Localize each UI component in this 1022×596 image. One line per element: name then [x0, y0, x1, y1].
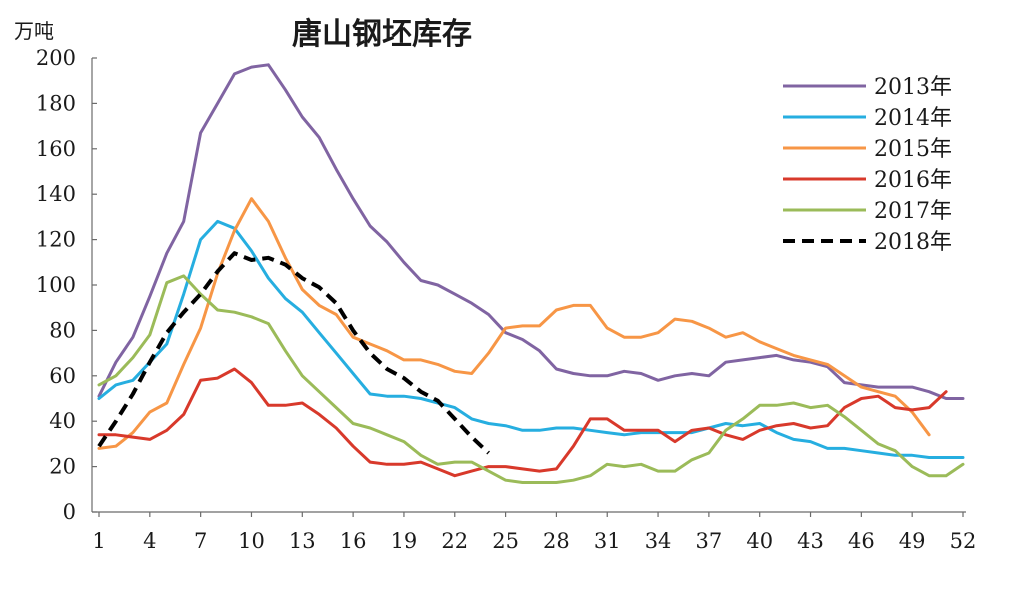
y-tick-label: 160 — [36, 137, 76, 161]
y-tick-label: 200 — [36, 46, 76, 70]
x-tick-label: 37 — [696, 529, 723, 553]
legend-label: 2013年 — [874, 75, 952, 100]
x-tick-label: 52 — [950, 529, 977, 553]
y-tick-label: 20 — [49, 455, 76, 479]
y-tick-label: 100 — [36, 273, 76, 297]
x-tick-label: 16 — [340, 529, 367, 553]
x-tick-label: 43 — [797, 529, 824, 553]
y-axis-unit-label: 万吨 — [14, 19, 54, 43]
y-tick-label: 40 — [49, 409, 76, 433]
x-tick-label: 34 — [645, 529, 672, 553]
y-tick-label: 140 — [36, 182, 76, 206]
series-line-2017年 — [97, 274, 965, 484]
series-line-2015年 — [97, 197, 931, 450]
series-line-2018年 — [97, 251, 490, 455]
y-tick-label: 0 — [63, 500, 76, 524]
x-tick-label: 40 — [746, 529, 773, 553]
x-tick-label: 28 — [543, 529, 570, 553]
x-tick-label: 7 — [194, 529, 207, 553]
y-tick-label: 180 — [36, 91, 76, 115]
series-line-2016年 — [97, 367, 948, 478]
x-tick-label: 13 — [289, 529, 316, 553]
x-tick-label: 25 — [492, 529, 519, 553]
legend-label: 2017年 — [874, 199, 952, 224]
series-layer — [97, 63, 965, 484]
x-tick-label: 10 — [238, 529, 265, 553]
y-tick-label: 80 — [49, 318, 76, 342]
y-tick-label: 60 — [49, 364, 76, 388]
legend-label: 2014年 — [874, 106, 952, 131]
legend-label: 2016年 — [874, 168, 952, 193]
legend-label: 2018年 — [874, 230, 952, 255]
series-line-2014年 — [97, 219, 965, 459]
chart-title: 唐山钢坯库存 — [292, 17, 472, 52]
series-line-2013年 — [97, 63, 965, 400]
x-tick-label: 31 — [594, 529, 621, 553]
y-axis-ticks: 0 20 40 60 80 100 120 140 160 180 200 — [36, 46, 97, 524]
x-axis-ticks: 1 4 7 10 13 16 19 22 25 28 31 34 37 40 43 46 49 52 — [92, 512, 976, 553]
x-tick-label: 46 — [848, 529, 875, 553]
x-tick-label: 19 — [391, 529, 418, 553]
x-tick-label: 22 — [441, 529, 468, 553]
x-tick-label: 1 — [92, 529, 105, 553]
x-tick-label: 49 — [899, 529, 926, 553]
legend: 2013年 2014年 2015年 2016年 2017年 2018年 — [783, 75, 952, 255]
x-tick-label: 4 — [143, 529, 156, 553]
legend-label: 2015年 — [874, 137, 952, 162]
y-tick-label: 120 — [36, 228, 76, 252]
